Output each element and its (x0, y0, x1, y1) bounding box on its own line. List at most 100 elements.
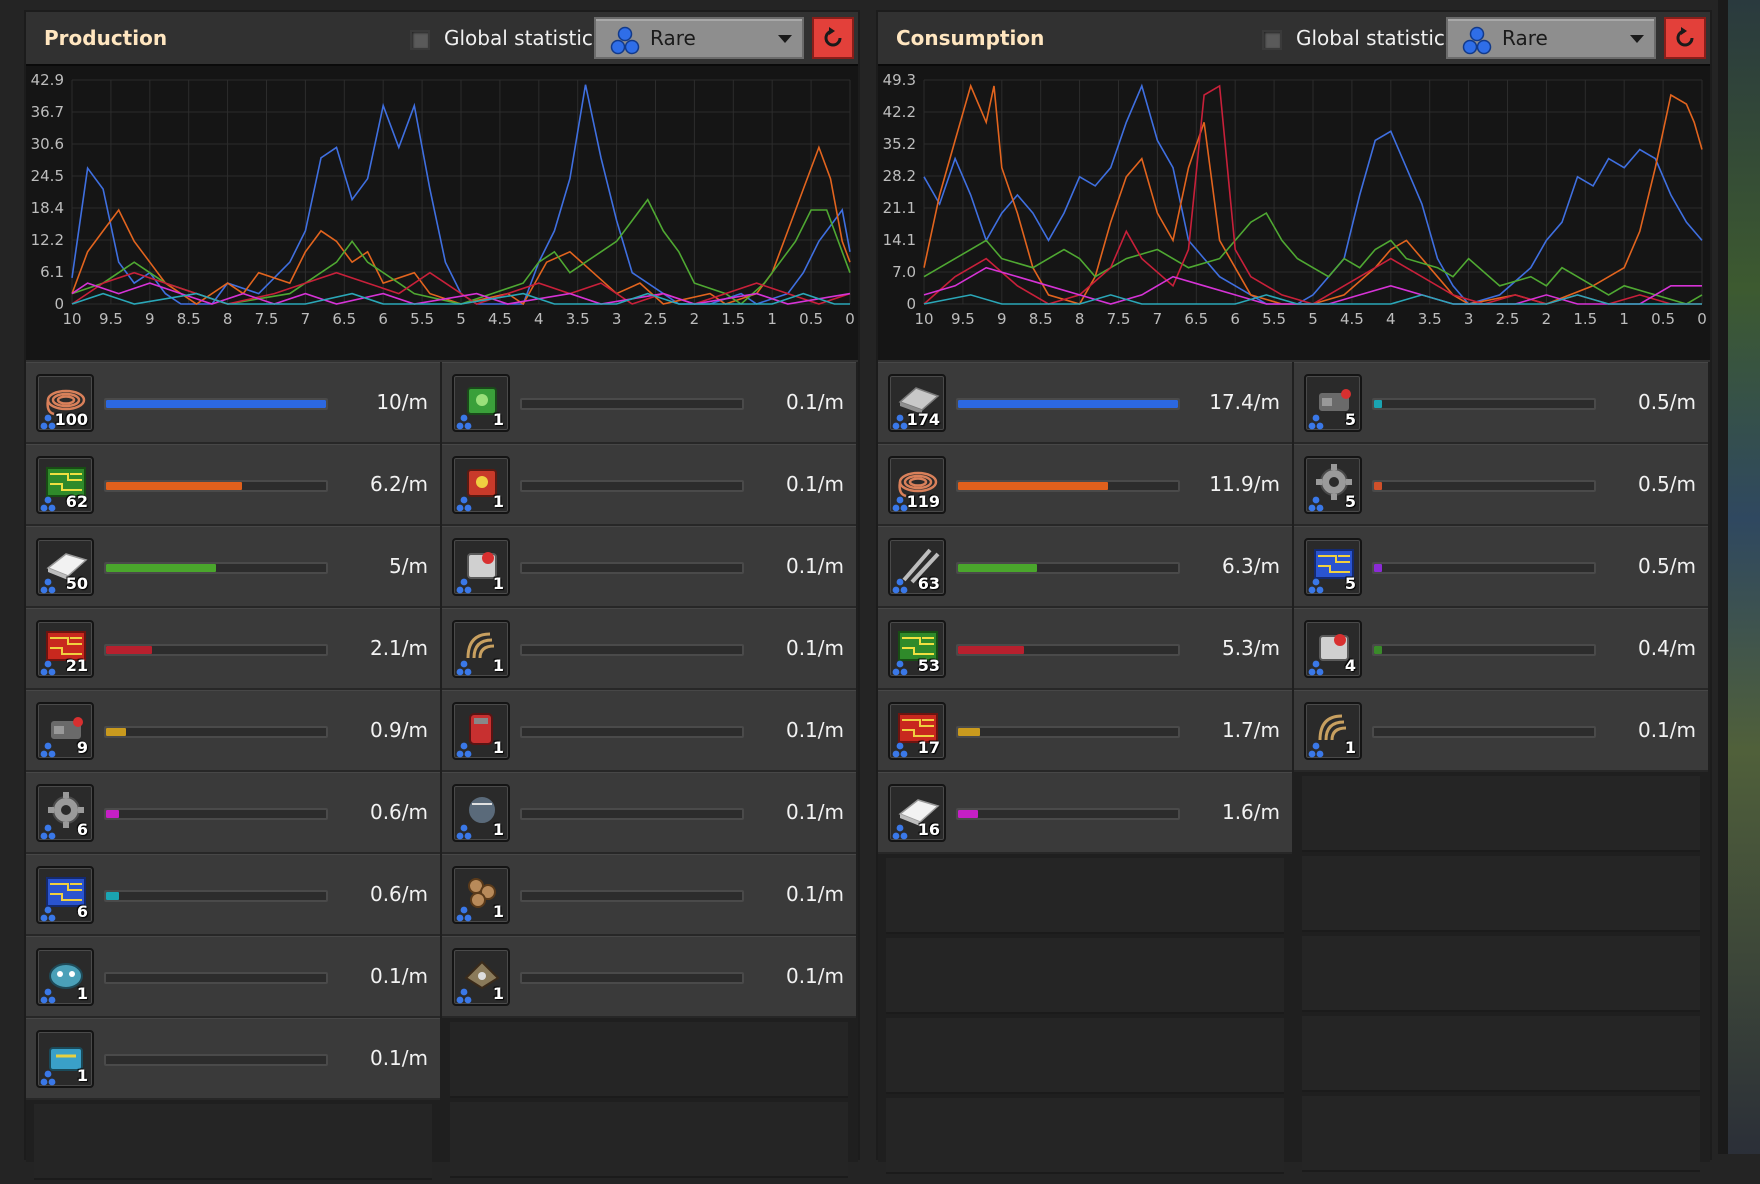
list-item[interactable]: 4 0.4/m (1294, 608, 1708, 690)
item-slot[interactable]: 5 (1304, 538, 1362, 596)
rate-bar-fill (1374, 646, 1382, 654)
panel-title: Consumption (896, 26, 1045, 50)
item-slot[interactable]: 1 (36, 1030, 94, 1088)
list-item[interactable]: 174 17.4/m (878, 362, 1292, 444)
flying-robot-frame-icon (467, 795, 497, 825)
rare-quality-icon (892, 824, 908, 840)
item-slot[interactable]: 1 (452, 620, 510, 678)
item-slot[interactable]: 1 (452, 948, 510, 1006)
item-count: 1 (492, 656, 504, 675)
quality-dropdown[interactable]: Rare (594, 17, 804, 59)
list-item[interactable]: 5 0.5/m (1294, 444, 1708, 526)
item-slot[interactable]: 1 (452, 456, 510, 514)
rate-value: 6.3/m (1221, 554, 1280, 578)
reset-button[interactable] (1664, 17, 1706, 59)
list-item[interactable]: 16 1.6/m (878, 772, 1292, 854)
item-slot[interactable]: 100 (36, 374, 94, 432)
rate-value: 10/m (376, 390, 428, 414)
item-slot[interactable]: 16 (888, 784, 946, 842)
item-slot[interactable]: 53 (888, 620, 946, 678)
item-slot[interactable]: 1 (452, 538, 510, 596)
list-item[interactable]: 50 5/m (26, 526, 440, 608)
list-item[interactable]: 6 0.6/m (26, 772, 440, 854)
chart-area: 49.3 42.2 35.2 28.2 21.1 14.1 7.0 0 10 9.5 9 8.5 8 7.… (878, 64, 1710, 360)
list-item[interactable]: 1 0.1/m (442, 608, 856, 690)
rare-quality-icon (456, 988, 472, 1004)
rate-value: 6.2/m (369, 472, 428, 496)
list-item[interactable]: 9 0.9/m (26, 690, 440, 772)
item-slot[interactable]: 17 (888, 702, 946, 760)
empty-slot (886, 938, 1284, 1014)
item-slot[interactable]: 62 (36, 456, 94, 514)
rare-quality-icon (892, 578, 908, 594)
list-item[interactable]: 119 11.9/m (878, 444, 1292, 526)
global-statistics-checkbox[interactable] (410, 30, 430, 50)
quality-value: Rare (1502, 26, 1548, 50)
list-item[interactable]: 1 0.1/m (442, 772, 856, 854)
item-count: 9 (76, 738, 88, 757)
list-item[interactable]: 5 0.5/m (1294, 526, 1708, 608)
rare-quality-icon (456, 906, 472, 922)
rate-bar-fill (1374, 564, 1382, 572)
list-item[interactable]: 1 0.1/m (442, 854, 856, 936)
list-item[interactable]: 1 0.1/m (26, 936, 440, 1018)
item-count: 1 (492, 902, 504, 921)
rate-value: 5/m (389, 554, 428, 578)
item-slot[interactable]: 119 (888, 456, 946, 514)
list-item[interactable]: 53 5.3/m (878, 608, 1292, 690)
item-slot[interactable]: 63 (888, 538, 946, 596)
item-slot[interactable]: 6 (36, 784, 94, 842)
item-count: 17 (917, 738, 940, 757)
item-slot[interactable]: 1 (452, 374, 510, 432)
list-item[interactable]: 1 0.1/m (1294, 690, 1708, 772)
item-slot[interactable]: 5 (1304, 456, 1362, 514)
item-slot[interactable]: 174 (888, 374, 946, 432)
item-slot[interactable]: 4 (1304, 620, 1362, 678)
rare-quality-icon (40, 824, 56, 840)
rate-bar (520, 562, 744, 574)
reset-icon (1676, 27, 1694, 47)
item-column-left: 100 10/m 62 6.2/m 50 5/m 21 2.1/m 9 0.9/m 6 0.6/m 6 0… (26, 362, 440, 1184)
list-item[interactable]: 1 0.1/m (442, 526, 856, 608)
rate-bar (520, 808, 744, 820)
reset-button[interactable] (812, 17, 854, 59)
item-slot[interactable]: 9 (36, 702, 94, 760)
list-item[interactable]: 1 0.1/m (442, 936, 856, 1018)
x-tick-label: 4 (1386, 310, 1396, 328)
global-statistics-checkbox[interactable] (1262, 30, 1282, 50)
advanced-circuit-icon (46, 631, 86, 661)
rate-bar (520, 480, 744, 492)
list-item[interactable]: 62 6.2/m (26, 444, 440, 526)
rate-bar (1372, 726, 1596, 738)
list-item[interactable]: 6 0.6/m (26, 854, 440, 936)
quality-dropdown[interactable]: Rare (1446, 17, 1656, 59)
rate-bar (956, 398, 1180, 410)
item-slot[interactable]: 1 (452, 702, 510, 760)
list-item[interactable]: 63 6.3/m (878, 526, 1292, 608)
list-item[interactable]: 17 1.7/m (878, 690, 1292, 772)
rate-value: 2.1/m (369, 636, 428, 660)
list-item[interactable]: 1 0.1/m (442, 690, 856, 772)
rate-bar (104, 808, 328, 820)
item-slot[interactable]: 21 (36, 620, 94, 678)
item-slot[interactable]: 50 (36, 538, 94, 596)
item-slot[interactable]: 1 (452, 866, 510, 924)
steel-rods-icon (902, 548, 940, 584)
y-tick-label: 12.2 (31, 231, 64, 249)
list-item[interactable]: 1 0.1/m (442, 444, 856, 526)
list-item[interactable]: 1 0.1/m (442, 362, 856, 444)
item-slot[interactable]: 6 (36, 866, 94, 924)
item-slot[interactable]: 1 (36, 948, 94, 1006)
item-slot[interactable]: 1 (452, 784, 510, 842)
assembler-arm-icon (1318, 714, 1347, 741)
item-slot[interactable]: 5 (1304, 374, 1362, 432)
x-tick-label: 8 (223, 310, 233, 328)
rate-bar (1372, 562, 1596, 574)
list-item[interactable]: 5 0.5/m (1294, 362, 1708, 444)
rate-bar-fill (106, 482, 243, 490)
list-item[interactable]: 1 0.1/m (26, 1018, 440, 1100)
list-item[interactable]: 100 10/m (26, 362, 440, 444)
item-slot[interactable]: 1 (1304, 702, 1362, 760)
list-item[interactable]: 21 2.1/m (26, 608, 440, 690)
y-tick-label: 0 (906, 295, 916, 313)
